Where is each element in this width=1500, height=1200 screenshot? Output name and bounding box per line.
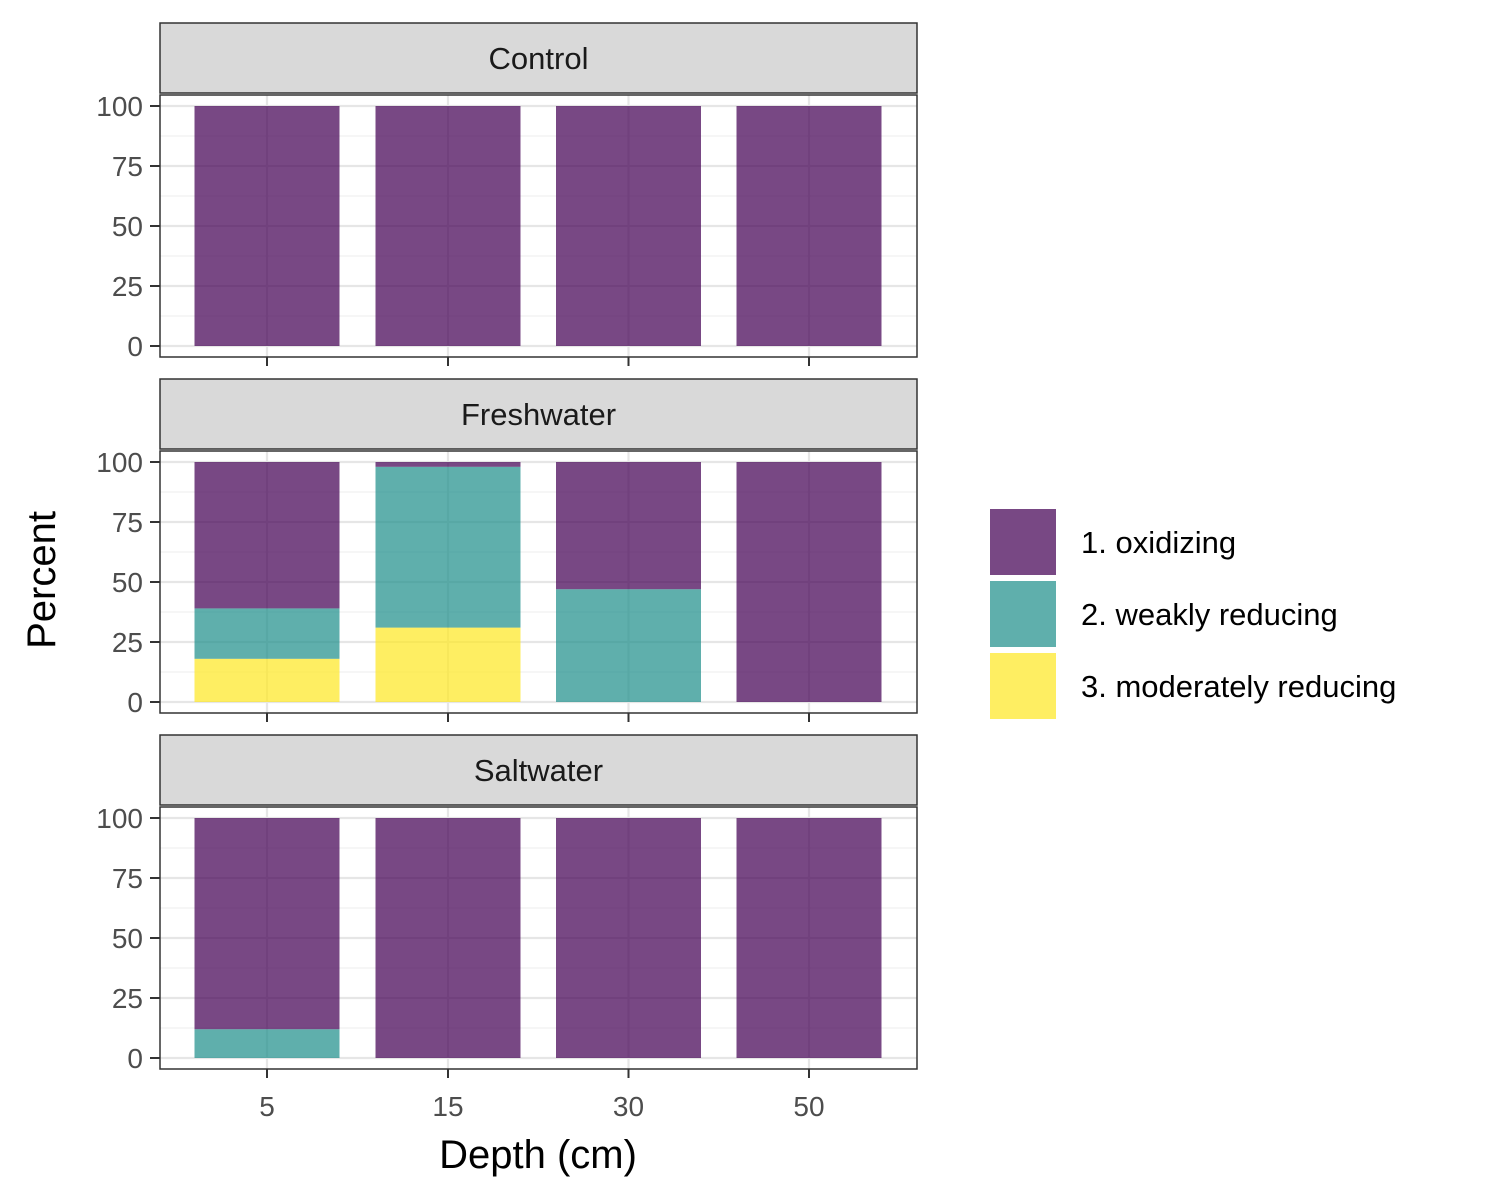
- y-tick-label: 50: [112, 211, 143, 242]
- bar-segment: [194, 608, 340, 659]
- x-tick-label: 15: [432, 1091, 463, 1122]
- bar-segment: [736, 462, 882, 702]
- y-tick-label: 50: [112, 923, 143, 954]
- bar-segment: [194, 818, 340, 1030]
- bar-segment: [375, 466, 521, 628]
- y-tick-label: 75: [112, 507, 143, 538]
- y-axis-title: Percent: [20, 511, 64, 649]
- y-tick-label: 100: [96, 447, 143, 478]
- legend-key: [990, 509, 1056, 575]
- y-tick-label: 25: [112, 271, 143, 302]
- bar-segment: [375, 462, 521, 467]
- facet-title: Freshwater: [461, 397, 616, 432]
- legend-key: [990, 581, 1056, 647]
- bar-segment: [194, 658, 340, 702]
- y-tick-label: 100: [96, 803, 143, 834]
- facet-strip: [159, 734, 918, 806]
- x-tick-label: 5: [259, 1091, 275, 1122]
- bar-segment: [556, 462, 701, 590]
- y-tick-label: 100: [96, 91, 143, 122]
- bar-segment: [194, 1029, 340, 1058]
- y-tick-label: 25: [112, 627, 143, 658]
- facet-strip: [159, 22, 918, 94]
- bar-segment: [194, 462, 340, 609]
- bar-segment: [736, 818, 882, 1058]
- y-tick-label: 75: [112, 151, 143, 182]
- legend-label: 3. moderately reducing: [1081, 669, 1396, 704]
- bar-segment: [375, 106, 521, 346]
- y-tick-label: 0: [127, 331, 143, 362]
- bar-segment: [556, 106, 701, 346]
- y-tick-label: 25: [112, 983, 143, 1014]
- legend-label: 1. oxidizing: [1081, 525, 1236, 560]
- y-tick-label: 0: [127, 687, 143, 718]
- bar-segment: [375, 627, 521, 702]
- x-axis-title: Depth (cm): [439, 1133, 637, 1177]
- bar-segment: [375, 818, 521, 1058]
- y-tick-label: 50: [112, 567, 143, 598]
- legend-label: 2. weakly reducing: [1081, 597, 1338, 632]
- bar-segment: [194, 106, 340, 346]
- x-tick-label: 50: [793, 1091, 824, 1122]
- y-tick-label: 0: [127, 1043, 143, 1074]
- bar-segment: [556, 818, 701, 1058]
- panel-freshwater: Freshwater 0 25 50 75 100: [96, 378, 918, 722]
- panel-control: Control 0 25 50 75 100: [96, 22, 918, 366]
- facet-strip: [159, 378, 918, 450]
- bar-segment: [556, 589, 701, 702]
- x-tick-label: 30: [613, 1091, 644, 1122]
- facet-title: Control: [489, 41, 589, 76]
- x-axis: 5 15 30 50: [259, 1091, 824, 1122]
- legend: 1. oxidizing 2. weakly reducing 3. moderat…: [990, 509, 1396, 719]
- panel-saltwater: Saltwater 0 25 50 75 100: [96, 734, 918, 1078]
- legend-key: [990, 653, 1056, 719]
- chart-panels: Control0255075100Freshwater0255075100Sal…: [96, 22, 918, 1078]
- bar-segment: [736, 106, 882, 346]
- facet-title: Saltwater: [474, 753, 603, 788]
- y-tick-label: 75: [112, 863, 143, 894]
